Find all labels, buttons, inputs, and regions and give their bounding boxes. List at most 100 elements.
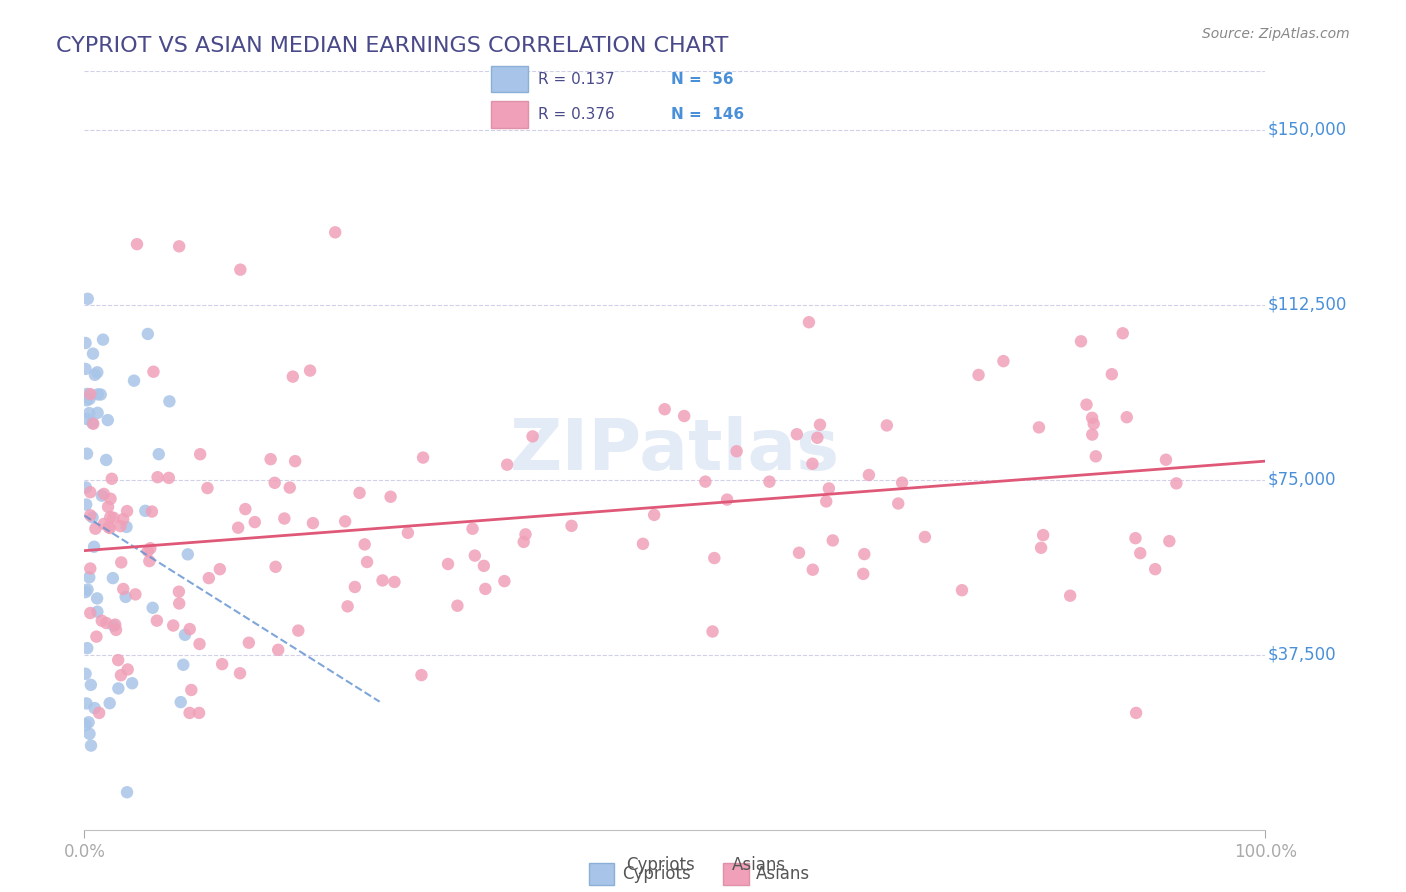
Point <box>93 516 115 531</box>
Point <box>76 641 98 656</box>
Point <box>876 418 898 433</box>
Point <box>1159 534 1181 549</box>
Point <box>179 622 201 636</box>
Point <box>758 475 780 489</box>
FancyBboxPatch shape <box>589 863 614 885</box>
Point <box>264 559 287 574</box>
Point <box>818 482 841 496</box>
Point <box>1101 368 1123 382</box>
Point <box>808 417 831 432</box>
Point <box>1081 427 1104 442</box>
Point <box>1028 420 1050 434</box>
Point <box>211 657 233 672</box>
Point <box>75 480 97 494</box>
Point <box>87 387 110 401</box>
Point <box>278 481 301 495</box>
Point <box>90 489 112 503</box>
Point <box>112 582 135 596</box>
Point <box>821 533 844 548</box>
Point <box>167 584 190 599</box>
Point <box>121 676 143 690</box>
Point <box>1059 589 1081 603</box>
Point <box>353 537 375 551</box>
Point <box>356 555 378 569</box>
Point <box>104 617 127 632</box>
Point <box>371 574 394 588</box>
Point <box>157 471 180 485</box>
Point <box>950 583 973 598</box>
Point <box>79 727 101 741</box>
Point <box>188 447 211 461</box>
Point <box>139 541 162 556</box>
Point <box>243 515 266 529</box>
Point <box>188 637 211 651</box>
Point <box>188 706 211 720</box>
Point <box>148 447 170 461</box>
Point <box>98 521 121 535</box>
Point <box>172 657 194 672</box>
Point <box>512 535 534 549</box>
Point <box>107 681 129 696</box>
Point <box>522 429 544 443</box>
Point <box>82 346 104 360</box>
Point <box>1070 334 1092 349</box>
Text: Cypriots: Cypriots <box>627 856 695 874</box>
Point <box>75 666 97 681</box>
Point <box>643 508 665 522</box>
Point <box>494 574 516 588</box>
Text: R = 0.376: R = 0.376 <box>537 107 614 122</box>
Point <box>891 475 914 490</box>
Point <box>141 504 163 518</box>
Text: Cypriots: Cypriots <box>621 865 690 883</box>
Point <box>86 605 108 619</box>
Point <box>273 511 295 525</box>
Point <box>170 695 193 709</box>
Point <box>76 292 98 306</box>
Point <box>77 715 100 730</box>
Point <box>464 549 486 563</box>
Point <box>76 447 98 461</box>
Point <box>103 510 125 524</box>
Point <box>83 701 105 715</box>
Point <box>142 365 165 379</box>
Point <box>75 362 97 376</box>
Point <box>142 600 165 615</box>
Point <box>1166 476 1188 491</box>
Point <box>146 470 169 484</box>
Point <box>76 582 98 597</box>
Point <box>77 570 100 584</box>
FancyBboxPatch shape <box>491 101 529 128</box>
Point <box>238 636 260 650</box>
Point <box>380 490 402 504</box>
Point <box>229 262 252 277</box>
Point <box>82 416 104 430</box>
Point <box>75 336 97 351</box>
Point <box>162 618 184 632</box>
Point <box>110 519 132 533</box>
Point <box>786 427 808 442</box>
Point <box>967 368 990 382</box>
Point <box>229 666 252 681</box>
Point <box>101 571 124 585</box>
Point <box>1112 326 1135 341</box>
Point <box>801 457 824 471</box>
Point <box>284 454 307 468</box>
Point <box>124 587 146 601</box>
Text: $112,500: $112,500 <box>1268 295 1347 314</box>
Point <box>801 563 824 577</box>
Point <box>474 582 496 596</box>
Point <box>86 591 108 606</box>
Point <box>98 510 121 524</box>
Point <box>117 663 139 677</box>
Point <box>75 585 97 599</box>
Point <box>384 574 406 589</box>
Point <box>96 615 118 630</box>
Point <box>146 614 169 628</box>
Point <box>112 512 135 526</box>
Point <box>1144 562 1167 576</box>
Point <box>110 556 132 570</box>
Point <box>323 225 346 239</box>
Text: $150,000: $150,000 <box>1268 120 1347 138</box>
Point <box>208 562 231 576</box>
Point <box>83 368 105 382</box>
